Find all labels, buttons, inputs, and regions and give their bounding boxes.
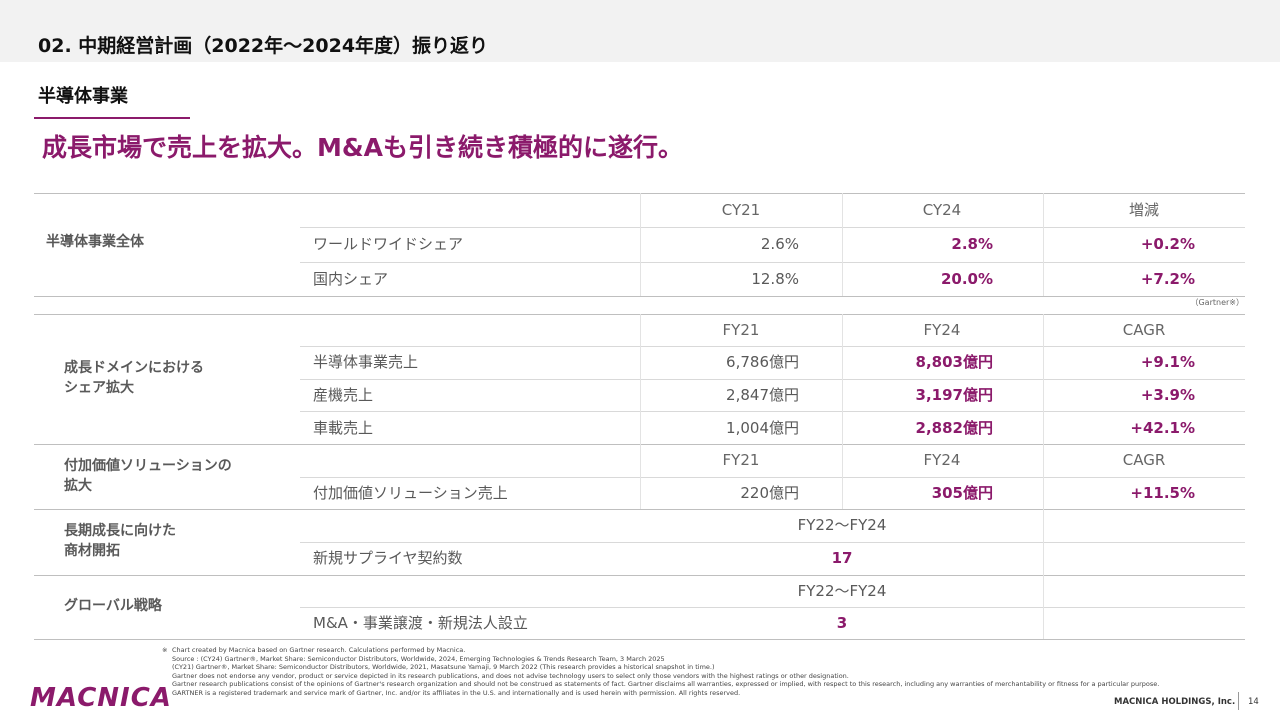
footnote-line: Gartner research publications consist of…	[172, 680, 1160, 689]
page-number-divider	[1238, 692, 1239, 710]
group-label-line: 拡大	[64, 478, 92, 494]
source-note: （Gartner※）	[1190, 298, 1244, 307]
column-divider	[1043, 509, 1044, 639]
value-cell-highlight: +0.2%	[1140, 235, 1195, 253]
value-cell: 1,004億円	[726, 419, 799, 437]
table-rule	[34, 444, 1245, 445]
value-cell-highlight: +42.1%	[1130, 419, 1195, 437]
group-label-line: 長期成長に向けた	[64, 523, 176, 539]
value-cell: 2,847億円	[726, 386, 799, 404]
section-label: 半導体事業	[38, 86, 128, 107]
page-header: 02. 中期経営計画（2022年～2024年度）振り返り	[0, 0, 1280, 62]
value-cell-highlight: +9.1%	[1140, 353, 1195, 371]
column-header: CAGR	[1122, 321, 1166, 339]
column-header: CY24	[922, 201, 962, 219]
row-label: 半導体事業売上	[313, 353, 419, 371]
value-cell-highlight: 2,882億円	[915, 419, 993, 437]
footnote-line: Gartner does not endorse any vendor, pro…	[172, 671, 849, 680]
group-label-line: 成長ドメインにおける	[64, 360, 204, 376]
footnote-marker: ※	[162, 646, 168, 654]
column-divider	[842, 193, 843, 296]
group-label-line: 商材開拓	[64, 543, 120, 559]
footnote-line: Chart created by Macnica based on Gartne…	[172, 646, 466, 654]
value-cell-highlight: 17	[831, 549, 853, 567]
column-divider	[1043, 193, 1044, 296]
footnote-line: Source : (CY24) Gartner®, Market Share: …	[172, 654, 665, 663]
column-header: FY22～FY24	[797, 582, 887, 600]
table-rule	[34, 575, 1245, 576]
column-divider	[640, 314, 641, 509]
column-header: CAGR	[1122, 451, 1166, 469]
footnote-line: GARTNER is a registered trademark and se…	[172, 688, 741, 697]
company-logo: MACNICA	[30, 683, 172, 713]
column-header: CY21	[721, 201, 761, 219]
column-header: FY22～FY24	[797, 516, 887, 534]
row-label: 国内シェア	[313, 270, 389, 288]
value-cell-highlight: +7.2%	[1140, 270, 1195, 288]
column-divider	[640, 193, 641, 296]
value-cell-highlight: 305億円	[931, 484, 993, 502]
table-rule	[300, 607, 1245, 608]
value-cell-highlight: 2.8%	[951, 235, 993, 253]
row-label: 車載売上	[313, 419, 374, 437]
column-divider	[842, 314, 843, 509]
table-rule	[300, 379, 1245, 380]
value-cell: 2.6%	[760, 235, 799, 253]
row-label: M&A・事業譲渡・新規法人設立	[313, 614, 528, 632]
footnote-line: (CY21) Gartner®, Market Share: Semicondu…	[172, 663, 715, 672]
table-rule	[34, 509, 1245, 510]
table-rule	[34, 296, 1245, 297]
table-rule	[300, 346, 1245, 347]
value-cell: 220億円	[740, 484, 799, 502]
column-header: FY21	[722, 451, 760, 469]
group-label: 半導体事業全体	[46, 234, 144, 250]
row-label: ワールドワイドシェア	[313, 235, 464, 253]
table-rule	[300, 262, 1245, 263]
table-rule	[34, 639, 1245, 640]
footnote: ※ Chart created by Macnica based on Gart…	[162, 646, 1160, 698]
group-label: 付加価値ソリューションの 拡大	[64, 456, 232, 496]
row-label: 新規サプライヤ契約数	[313, 549, 463, 567]
company-name: MACNICA HOLDINGS, Inc.	[1114, 697, 1236, 707]
headline: 成長市場で売上を拡大。M&Aも引き続き積極的に遂行。	[42, 133, 684, 162]
group-label: 長期成長に向けた 商材開拓	[64, 521, 176, 561]
section-underline	[34, 117, 190, 119]
row-label: 産機売上	[313, 386, 374, 404]
table-rule	[300, 227, 1245, 228]
value-cell-highlight: 3,197億円	[915, 386, 993, 404]
table-rule	[34, 314, 1245, 315]
value-cell: 6,786億円	[726, 353, 799, 371]
value-cell-highlight: +3.9%	[1140, 386, 1195, 404]
value-cell-highlight: 3	[836, 614, 848, 632]
value-cell-highlight: 20.0%	[940, 270, 993, 288]
column-header: FY24	[923, 321, 961, 339]
table-rule	[300, 542, 1245, 543]
group-label: グローバル戦略	[64, 598, 162, 614]
group-label: 成長ドメインにおける シェア拡大	[64, 358, 204, 398]
group-label-line: 付加価値ソリューションの	[64, 458, 232, 474]
page-title: 02. 中期経営計画（2022年～2024年度）振り返り	[38, 35, 489, 57]
row-label: 付加価値ソリューション売上	[313, 484, 508, 502]
table-rule	[300, 477, 1245, 478]
page-number: 14	[1248, 697, 1259, 707]
group-label-line: シェア拡大	[64, 380, 134, 396]
column-header: 増減	[1128, 201, 1159, 219]
table-rule	[300, 411, 1245, 412]
value-cell-highlight: +11.5%	[1130, 484, 1195, 502]
value-cell: 12.8%	[751, 270, 799, 288]
column-divider	[1043, 314, 1044, 509]
value-cell-highlight: 8,803億円	[915, 353, 993, 371]
table-rule	[34, 193, 1245, 194]
column-header: FY21	[722, 321, 760, 339]
column-header: FY24	[923, 451, 961, 469]
